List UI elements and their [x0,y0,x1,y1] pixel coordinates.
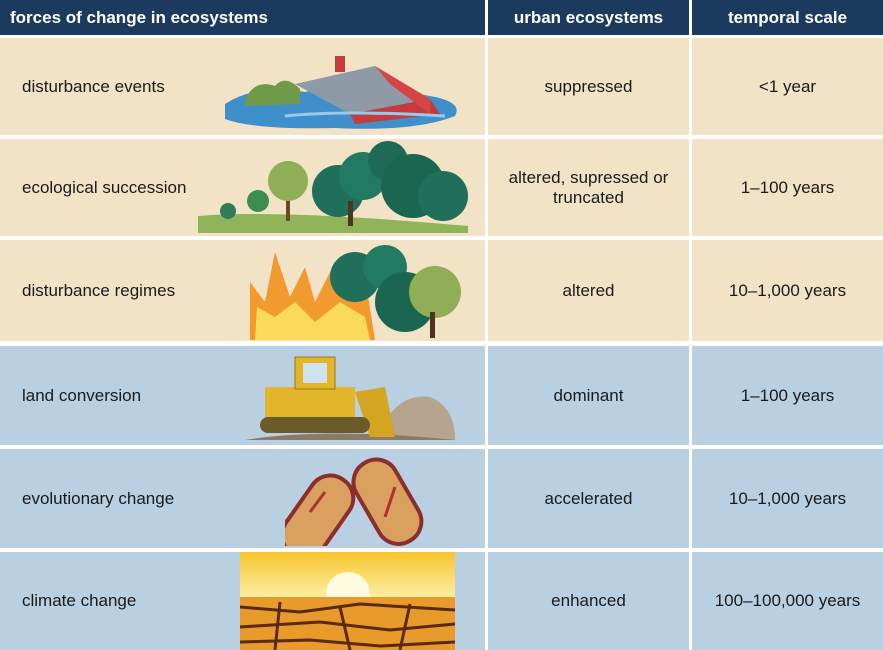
urban-cell: dominant [488,346,689,445]
header-cell: forces of change in ecosystems [0,0,485,35]
shape [409,266,461,318]
shape [335,56,345,72]
temporal-cell: 1–100 years [692,346,883,445]
forest-icon [198,141,470,234]
header-cell: urban ecosystems [488,0,689,35]
bacteria-icon [285,452,445,546]
flooded-house-icon [215,44,470,132]
shape [348,201,353,226]
drought-icon [240,552,455,650]
shape [268,161,308,201]
bulldozer-icon [245,352,457,444]
temporal-cell: 100–100,000 years [692,552,883,650]
shape [245,81,300,106]
shape [265,387,355,417]
temporal-cell: 10–1,000 years [692,240,883,341]
urban-cell: accelerated [488,449,689,548]
table: forces of change in ecosystems urban eco… [0,0,883,650]
urban-cell: enhanced [488,552,689,650]
wildfire-icon [245,242,467,340]
urban-cell: altered, supressed or truncated [488,139,689,236]
urban-cell: altered [488,240,689,341]
shape [430,312,435,338]
shape [418,171,468,221]
shape [220,203,236,219]
urban-cell: suppressed [488,38,689,135]
shape [345,452,429,546]
temporal-cell: 1–100 years [692,139,883,236]
shape [247,190,269,212]
header-cell: temporal scale [692,0,883,35]
shape [198,214,468,233]
temporal-cell: 10–1,000 years [692,449,883,548]
shape [285,467,362,546]
temporal-cell: <1 year [692,38,883,135]
shape [260,417,370,433]
shape [303,363,327,383]
